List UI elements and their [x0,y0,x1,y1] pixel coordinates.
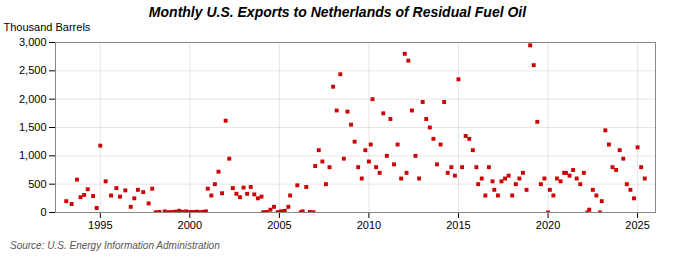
svg-text:0: 0 [40,206,46,218]
svg-text:2025: 2025 [625,219,649,231]
svg-text:2,500: 2,500 [19,64,47,76]
svg-text:Thousand Barrels: Thousand Barrels [4,21,91,33]
html-text:Source: U.S. Energy Informatio: Source: U.S. Energy Information Administ… [10,240,220,251]
svg-text:2015: 2015 [446,219,470,231]
svg-text:1,000: 1,000 [19,149,47,161]
svg-text:2005: 2005 [267,219,291,231]
svg-text:2020: 2020 [536,219,560,231]
svg-text:3,000: 3,000 [19,36,47,48]
svg-text:500: 500 [28,178,46,190]
svg-text:2,000: 2,000 [19,93,47,105]
svg-text:1,500: 1,500 [19,121,47,133]
html-text:Monthly U.S. Exports to Nether: Monthly U.S. Exports to Netherlands of R… [148,4,527,20]
svg-text:1995: 1995 [88,219,112,231]
svg-text:2000: 2000 [178,219,202,231]
svg-text:2010: 2010 [357,219,381,231]
